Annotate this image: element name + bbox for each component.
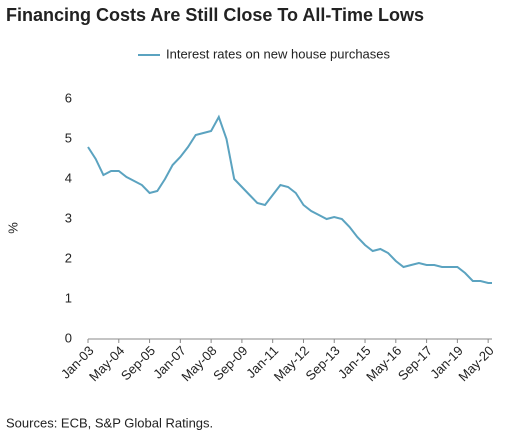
y-tick-label: 4 [65, 170, 72, 185]
x-tick-label: Sep-09 [210, 343, 250, 383]
x-tick-label: May-08 [178, 343, 219, 384]
x-tick-label: Sep-05 [118, 343, 158, 383]
x-tick-label: May-12 [271, 343, 312, 384]
y-tick-label: 3 [65, 210, 72, 225]
chart-title: Financing Costs Are Still Close To All-T… [6, 5, 424, 25]
source: Sources: ECB, S&P Global Ratings. [6, 415, 213, 430]
x-tick-label: Sep-17 [395, 343, 435, 383]
x-tick-label: May-16 [363, 343, 404, 384]
line [87, 114, 492, 284]
x-tick-label: Sep-13 [303, 343, 343, 383]
y-tick-label: 5 [65, 130, 72, 145]
x-tick-label: May-04 [86, 343, 127, 384]
y-tick-label: 0 [65, 330, 72, 345]
y-tick-label: 6 [65, 90, 72, 105]
y-axis-label: % [5, 222, 20, 234]
x-tick-label: May-20 [455, 343, 496, 384]
y-tick-label: 2 [65, 250, 72, 265]
legend-label: Interest rates on new house purchases [166, 46, 391, 61]
y-tick-label: 1 [65, 290, 72, 305]
